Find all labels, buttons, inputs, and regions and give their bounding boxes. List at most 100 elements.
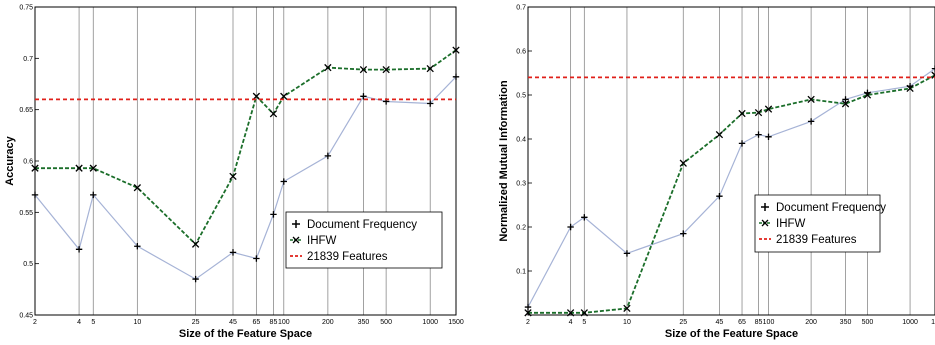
x-tick-label: 25 [192,319,200,326]
legend-marker-x [292,236,300,244]
data-point-plus [229,249,237,256]
x-tick-label: 1000 [422,319,438,326]
data-point-x [524,309,532,317]
data-point-plus [134,243,141,250]
data-point-plus [253,255,260,262]
y-tick-label: 0.55 [19,210,33,217]
y-tick-label: 0.1 [516,269,526,276]
data-point-plus [452,73,460,81]
data-point-x [931,71,935,79]
data-point-x [31,164,39,172]
chart-1: 0.450.50.550.60.650.70.752 4 5 10 25 45 65 85 10… [4,5,464,341]
legend: Document Frequency IHFW 21839 Features [754,194,886,253]
data-point-plus [807,118,815,125]
y-axis-label: Accuracy [4,135,16,185]
y-tick-label: 0.6 [23,159,33,166]
x-tick-label: 2 [526,319,530,326]
data-point-x [764,105,773,113]
series-line [34,76,457,280]
x-tick-label: 350 [358,319,370,326]
data-point-plus [360,93,367,100]
plot-frame [34,6,457,316]
series-document-frequency [31,73,460,283]
x-axis-label: Size of the Feature Space [179,328,312,340]
x-tick-label: 15 [931,319,935,326]
data-point-plus [324,152,332,160]
x-tick-label: 5 [91,319,95,326]
data-point-x [359,65,368,74]
x-tick-label: 65 [738,319,746,326]
data-point-plus [716,193,723,200]
legend-label: 21839 Features [776,234,857,246]
x-tick-label: 10 [133,319,141,326]
legend-label: 21839 Features [307,251,388,263]
data-point-x [133,184,142,192]
data-point-plus [90,191,97,199]
x-tick-label: 2 [33,319,37,326]
legend-marker-x [761,219,769,227]
legend-marker-plus [292,220,300,228]
data-point-plus [931,65,935,72]
y-tick-label: 0.7 [23,56,33,63]
x-tick-label: 500 [380,319,392,326]
data-point-x [754,108,763,117]
data-point-x [452,46,460,54]
data-point-plus [842,96,849,103]
x-tick-label: 100 [278,319,290,326]
legend-label: Document Frequency [776,202,886,214]
x-tick-label: 1000 [902,319,918,326]
x-tick-label: 1500 [448,319,464,326]
data-point-x [426,64,434,73]
data-point-x [906,84,914,93]
data-point-x [623,304,631,313]
x-tick-label: 45 [716,319,724,326]
x-tick-label: 25 [679,319,687,326]
data-point-x [715,130,724,139]
series-line [527,68,935,308]
series-ihfw [524,71,935,317]
y-tick-label: 0.75 [19,5,33,12]
x-tick-label: 4 [569,319,573,326]
data-point-x [89,164,97,172]
plot-frame [527,6,935,316]
data-point-plus [524,303,532,311]
y-tick-label: 0.65 [19,107,33,114]
data-point-plus [427,100,434,107]
y-tick-label: 0.5 [516,93,526,100]
y-tick-label: 0.7 [516,5,526,12]
data-point-x [738,109,746,118]
data-point-x [280,92,288,100]
data-point-x [229,172,237,181]
data-point-x [807,95,815,104]
series-line [528,74,935,314]
data-point-plus [270,211,277,218]
x-tick-label: 4 [77,319,81,326]
data-point-x [566,309,575,317]
x-axis-label: Size of the Feature Space [665,328,798,340]
data-point-x [269,110,278,118]
legend-label: IHFW [776,218,806,230]
data-point-plus [192,275,199,283]
x-tick-label: 5 [582,319,586,326]
chart-2: 0.10.20.30.40.50.60.72 4 5 10 25 45 65 85 100 200… [498,5,935,340]
x-tick-label: 10 [623,319,631,326]
x-tick-label: 200 [322,319,334,326]
x-tick-label: 500 [862,319,874,326]
data-point-plus [738,140,746,147]
y-tick-label: 0.4 [516,137,526,144]
y-tick-label: 0.5 [23,261,33,268]
y-tick-label: 0.2 [516,225,526,232]
data-point-plus [680,230,687,237]
y-axis-label: Normalized Mutual Information [498,80,510,242]
series-ihfw [31,46,460,248]
y-tick-label: 0.45 [19,313,33,320]
y-tick-label: 0.3 [516,181,526,188]
data-point-plus [755,131,762,138]
data-point-x [191,240,200,248]
legend-label: Document Frequency [307,219,417,231]
series-line [35,49,457,246]
x-tick-label: 200 [805,319,817,326]
series-document-frequency [524,65,935,311]
legend-box [754,194,881,253]
